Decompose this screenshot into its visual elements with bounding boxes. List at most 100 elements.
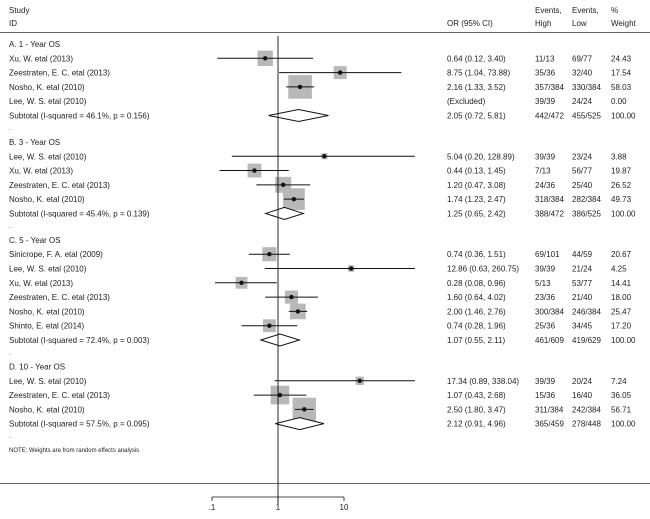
study-or-ci: 0.28 (0.08, 0.96) xyxy=(447,279,506,288)
study-label: Lee, W. S. etal (2010) xyxy=(9,152,87,161)
study-events-low: 282/384 xyxy=(572,195,601,204)
study-events-high: 357/384 xyxy=(535,83,564,92)
study-label: Xu, W. etal (2013) xyxy=(9,167,73,176)
study-events-low: 53/77 xyxy=(572,279,593,288)
study-events-high: 39/39 xyxy=(535,377,556,386)
x-tick-label: 1 xyxy=(276,503,281,512)
point-estimate xyxy=(302,407,307,412)
study-events-low: 21/24 xyxy=(572,265,593,274)
group-label: D. 10 - Year OS xyxy=(9,362,65,371)
study-weight: 18.00 xyxy=(611,293,632,302)
study-label: Zeestraten, E. C. etal (2013) xyxy=(9,69,110,78)
study-or-ci: 2.16 (1.33, 3.52) xyxy=(447,83,506,92)
subtotal-events-high: 442/472 xyxy=(535,112,564,121)
study-label: Zeestraten, E. C. etal (2013) xyxy=(9,181,110,190)
study-label: Zeestraten, E. C. etal (2013) xyxy=(9,391,110,400)
study-weight: 26.52 xyxy=(611,181,632,190)
point-estimate xyxy=(357,378,362,383)
study-weight: 17.54 xyxy=(611,69,632,78)
group-label: A. 1 - Year OS xyxy=(9,40,60,49)
study-events-high: 311/384 xyxy=(535,405,564,414)
point-estimate xyxy=(349,266,354,271)
study-events-high: 7/13 xyxy=(535,167,551,176)
study-events-high: 39/39 xyxy=(535,265,556,274)
point-estimate xyxy=(289,294,294,300)
study-or-ci: 1.20 (0.47, 3.08) xyxy=(447,181,506,190)
study-or-ci: 0.74 (0.28, 1.96) xyxy=(447,322,506,331)
study-weight: 24.43 xyxy=(611,54,632,63)
study-or-ci: 1.60 (0.64, 4.02) xyxy=(447,293,506,302)
x-axis: .1 1 10 xyxy=(209,36,349,512)
study-label: Lee, W. S. etal (2010) xyxy=(9,377,87,386)
study-or-ci: 8.75 (1.04, 73.88) xyxy=(447,69,510,78)
header-events-low-line2: Low xyxy=(572,19,587,28)
study-label: Nosho, K. etal (2010) xyxy=(9,83,85,92)
study-weight: 58.03 xyxy=(611,83,632,92)
x-tick-label: 10 xyxy=(340,503,349,512)
study-weight: 36.05 xyxy=(611,391,632,400)
study-weight: 0.00 xyxy=(611,97,627,106)
study-label: Nosho, K. etal (2010) xyxy=(9,307,85,316)
subtotal-label: Subtotal (I-squared = 46.1%, p = 0.156) xyxy=(9,112,150,121)
study-label: Nosho, K. etal (2010) xyxy=(9,195,85,204)
x-tick-label: .1 xyxy=(209,503,216,512)
group-separator-dot: . xyxy=(9,349,11,356)
study-or-ci: 0.64 (0.12, 3.40) xyxy=(447,54,506,63)
subtotal-label: Subtotal (I-squared = 72.4%, p = 0.003) xyxy=(9,336,150,345)
subtotal-weight: 100.00 xyxy=(611,336,636,345)
study-or-ci: (Excluded) xyxy=(447,97,486,106)
study-weight: 49.73 xyxy=(611,195,632,204)
header-events-high-line1: Events, xyxy=(535,6,562,15)
study-label: Zeestraten, E. C. etal (2013) xyxy=(9,293,110,302)
point-estimate xyxy=(263,56,268,61)
study-weight: 14.41 xyxy=(611,279,632,288)
study-or-ci: 0.44 (0.13, 1.45) xyxy=(447,167,506,176)
study-events-low: 20/24 xyxy=(572,377,593,386)
footnote: NOTE: Weights are from random effects an… xyxy=(9,448,139,454)
subtotal-or-ci: 2.05 (0.72, 5.81) xyxy=(447,112,506,121)
study-label: Xu, W. etal (2013) xyxy=(9,54,73,63)
point-estimate xyxy=(239,280,244,286)
study-events-low: 21/40 xyxy=(572,293,593,302)
header-or-ci: OR (95% CI) xyxy=(447,19,493,28)
study-or-ci: 2.50 (1.80, 3.47) xyxy=(447,405,506,414)
study-or-ci: 0.74 (0.36, 1.51) xyxy=(447,250,506,259)
study-label: Lee, W. S. etal (2010) xyxy=(9,97,87,106)
group-separator-dot: . xyxy=(9,433,11,440)
plot-marks: A. 1 - Year OS Xu, W. etal (2013) 0.64 (0.… xyxy=(9,40,636,454)
subtotal-weight: 100.00 xyxy=(611,112,636,121)
study-events-low: 32/40 xyxy=(572,69,593,78)
subtotal-or-ci: 2.12 (0.91, 4.96) xyxy=(447,420,506,429)
study-events-high: 24/36 xyxy=(535,181,556,190)
study-events-high: 318/384 xyxy=(535,195,564,204)
study-weight: 3.88 xyxy=(611,152,627,161)
point-estimate xyxy=(291,196,297,202)
study-events-low: 246/384 xyxy=(572,307,601,316)
study-events-high: 15/36 xyxy=(535,391,556,400)
study-weight: 20.67 xyxy=(611,250,632,259)
point-estimate xyxy=(322,154,327,159)
point-estimate xyxy=(252,168,257,173)
study-weight: 4.25 xyxy=(611,265,627,274)
study-weight: 19.87 xyxy=(611,167,632,176)
header-events-low-line1: Events, xyxy=(572,6,599,15)
subtotal-events-low: 386/525 xyxy=(572,209,601,218)
study-events-low: 69/77 xyxy=(572,54,593,63)
subtotal-events-low: 419/629 xyxy=(572,336,601,345)
study-label: Lee, W. S. etal (2010) xyxy=(9,265,87,274)
study-events-low: 44/59 xyxy=(572,250,593,259)
study-or-ci: 1.74 (1.23, 2.47) xyxy=(447,195,506,204)
point-estimate xyxy=(267,252,272,257)
subtotal-diamond xyxy=(268,108,329,123)
study-or-ci: 12.86 (0.63, 260.75) xyxy=(447,265,519,274)
study-events-low: 56/77 xyxy=(572,167,593,176)
study-label: Sinicrope, F. A. etal (2009) xyxy=(9,250,103,259)
subtotal-diamond xyxy=(259,333,302,347)
subtotal-events-low: 278/448 xyxy=(572,420,601,429)
study-events-low: 23/24 xyxy=(572,152,593,161)
study-label: Xu, W. etal (2013) xyxy=(9,279,73,288)
subtotal-events-high: 388/472 xyxy=(535,209,564,218)
point-estimate xyxy=(337,70,343,75)
header-weight-line1: % xyxy=(611,6,618,15)
subtotal-weight: 100.00 xyxy=(611,209,636,218)
